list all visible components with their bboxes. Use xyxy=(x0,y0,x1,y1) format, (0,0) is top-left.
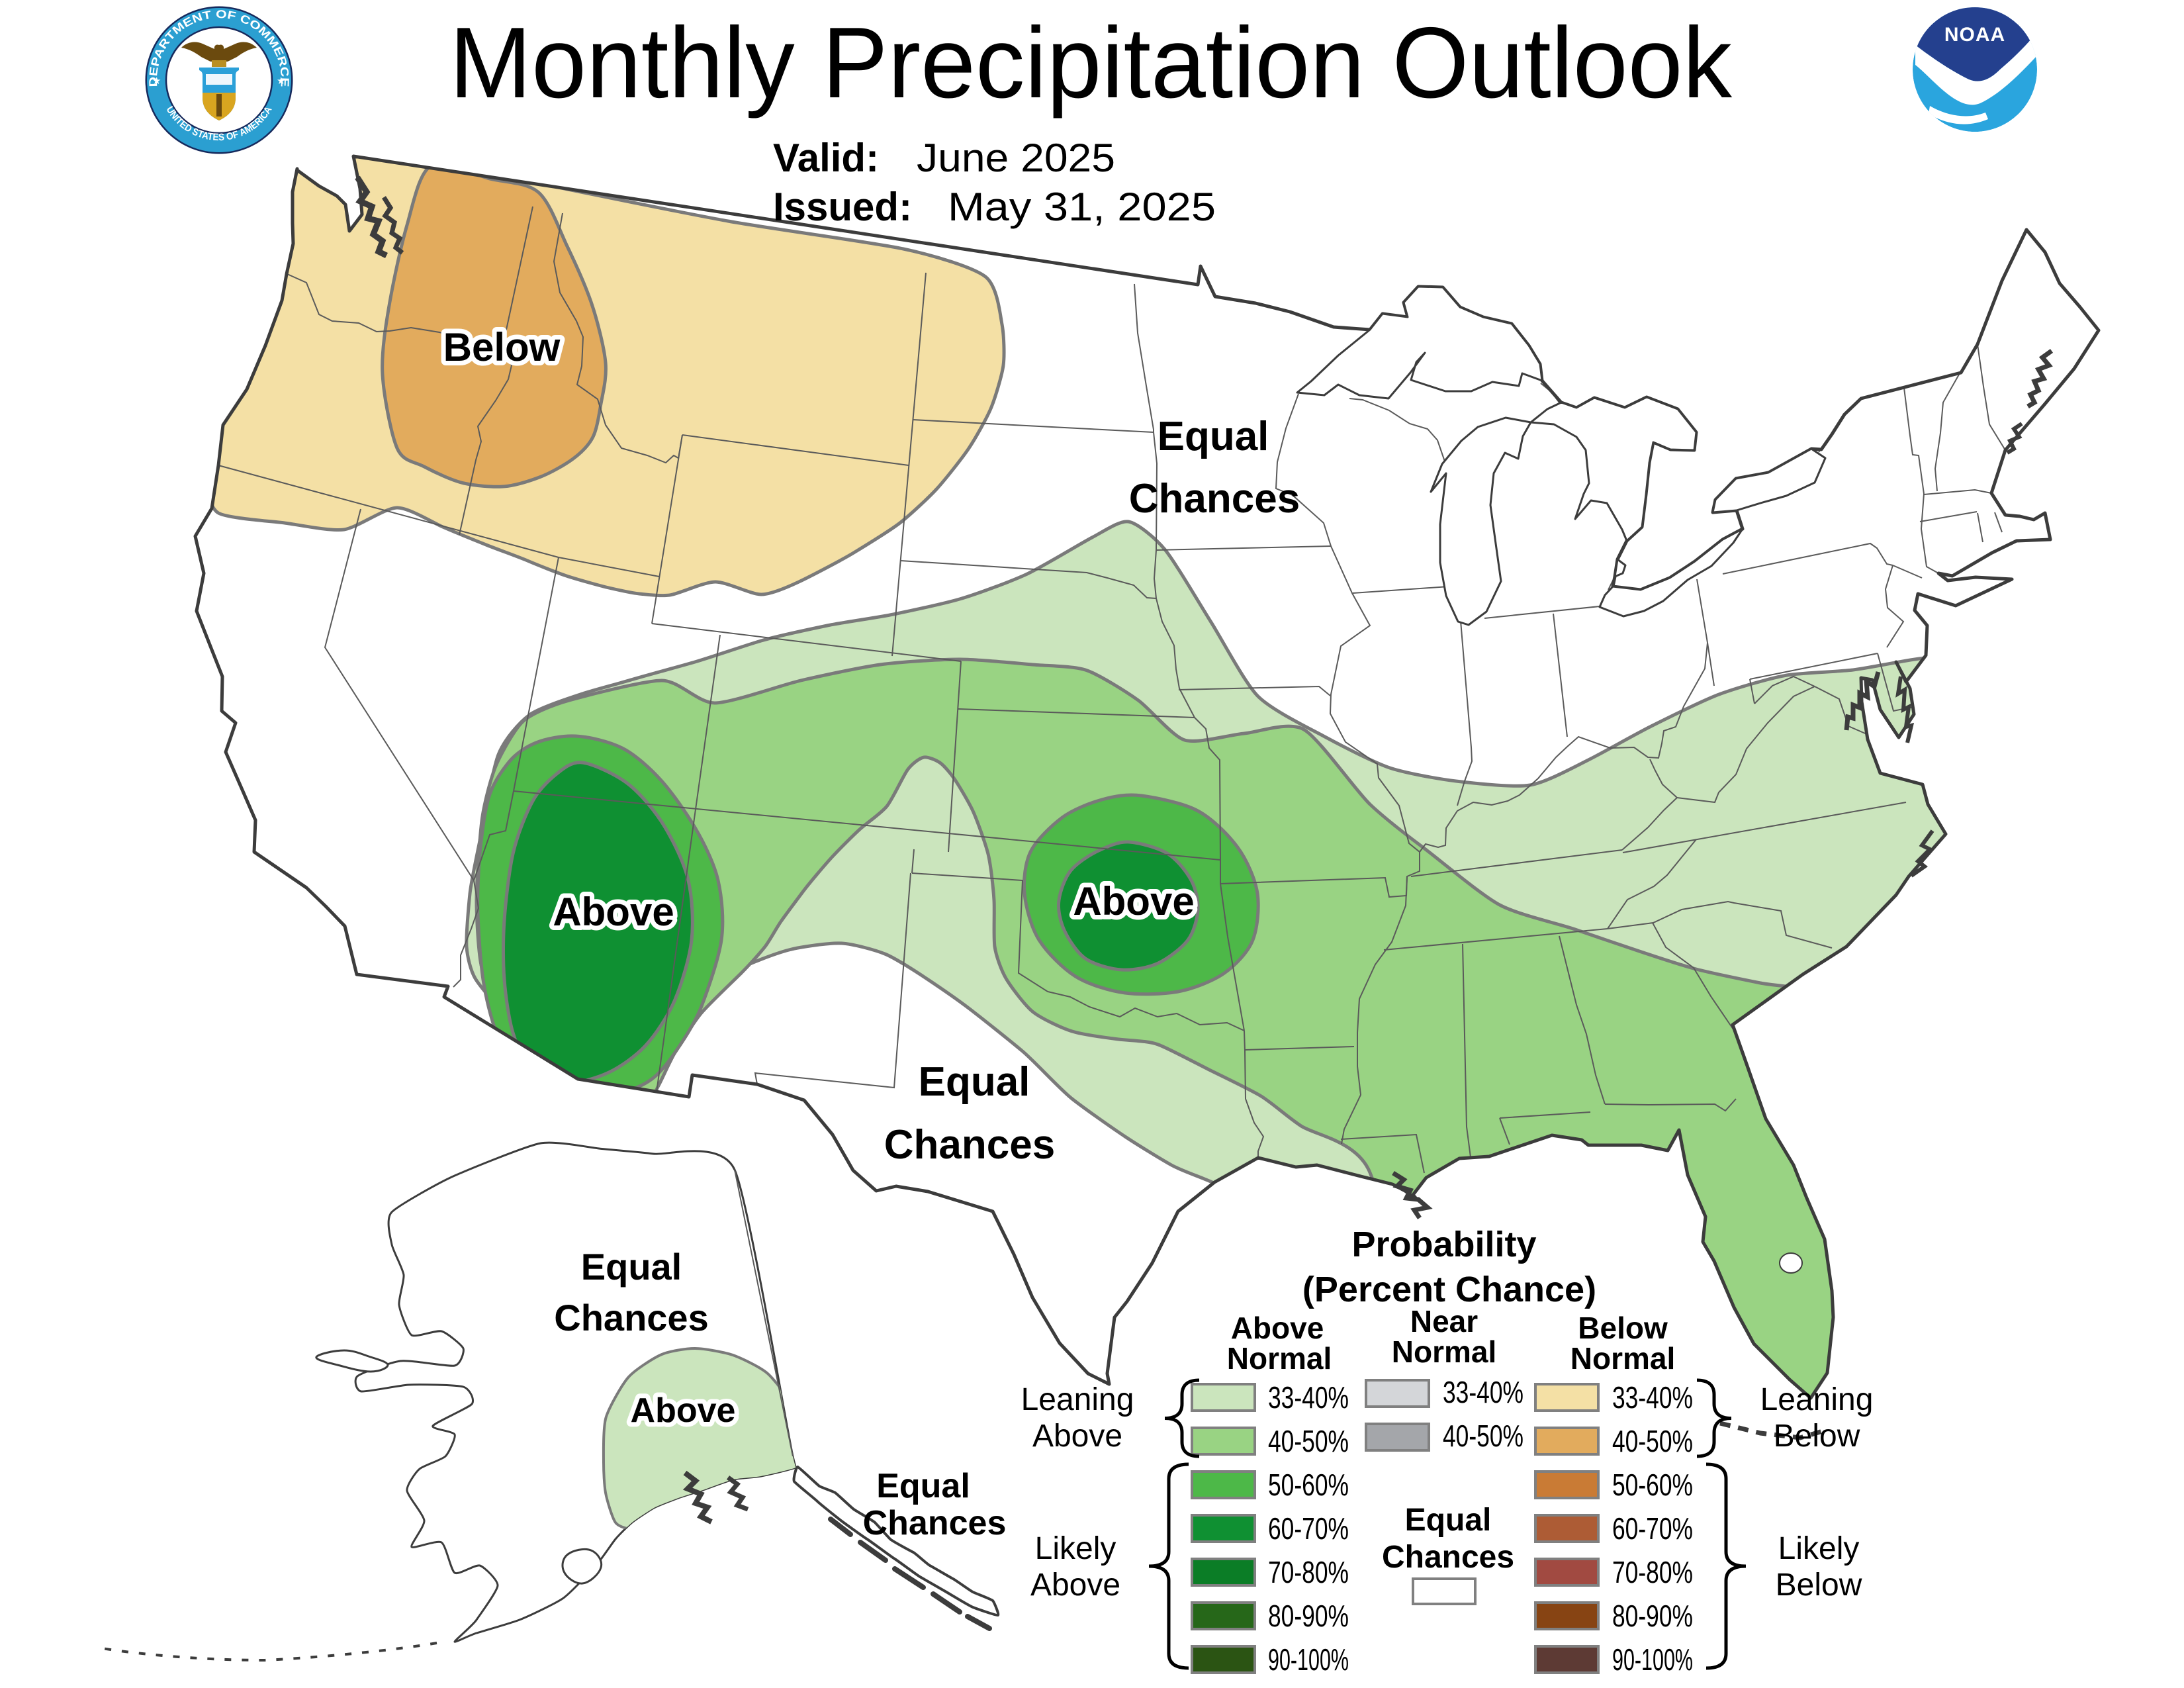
svg-text:Equal: Equal xyxy=(1405,1503,1492,1538)
svg-text:Monthly Precipitation Outlook: Monthly Precipitation Outlook xyxy=(449,7,1733,119)
svg-text:Chances: Chances xyxy=(1382,1540,1514,1575)
svg-text:Leaning: Leaning xyxy=(1760,1382,1874,1417)
svg-text:33-40%: 33-40% xyxy=(1268,1380,1349,1415)
svg-text:May 31, 2025: May 31, 2025 xyxy=(948,185,1216,229)
svg-text:Leaning: Leaning xyxy=(1021,1382,1134,1417)
svg-text:90-100%: 90-100% xyxy=(1268,1642,1349,1677)
svg-text:Chances: Chances xyxy=(554,1297,708,1338)
svg-text:80-90%: 80-90% xyxy=(1612,1599,1693,1633)
svg-text:Equal: Equal xyxy=(581,1246,682,1288)
svg-text:Above: Above xyxy=(631,1391,736,1430)
svg-text:50-60%: 50-60% xyxy=(1268,1468,1349,1502)
svg-text:80-90%: 80-90% xyxy=(1268,1599,1349,1633)
svg-text:Above: Above xyxy=(1073,879,1194,923)
svg-text:Valid:: Valid: xyxy=(773,136,879,180)
svg-text:Chances: Chances xyxy=(884,1122,1055,1168)
svg-text:Issued:: Issued: xyxy=(773,185,912,229)
svg-text:Normal: Normal xyxy=(1570,1341,1675,1376)
svg-text:Below: Below xyxy=(1776,1568,1862,1603)
svg-text:Normal: Normal xyxy=(1227,1341,1332,1376)
svg-text:60-70%: 60-70% xyxy=(1612,1511,1693,1546)
svg-text:Above: Above xyxy=(1231,1311,1324,1345)
svg-text:Equal: Equal xyxy=(876,1467,970,1505)
svg-text:60-70%: 60-70% xyxy=(1268,1511,1349,1546)
svg-text:Likely: Likely xyxy=(1035,1531,1116,1566)
svg-text:Equal: Equal xyxy=(919,1059,1030,1105)
svg-text:Likely: Likely xyxy=(1778,1531,1860,1566)
svg-text:Below: Below xyxy=(1578,1311,1668,1345)
svg-text:Near: Near xyxy=(1410,1304,1478,1338)
svg-text:Equal: Equal xyxy=(1158,414,1269,459)
svg-text:70-80%: 70-80% xyxy=(1268,1555,1349,1589)
svg-text:40-50%: 40-50% xyxy=(1443,1419,1524,1453)
svg-text:June 2025: June 2025 xyxy=(917,136,1115,180)
svg-text:★: ★ xyxy=(152,75,161,87)
svg-text:33-40%: 33-40% xyxy=(1443,1375,1524,1409)
svg-text:Below: Below xyxy=(1774,1419,1860,1454)
svg-text:90-100%: 90-100% xyxy=(1612,1642,1693,1677)
svg-text:(Percent Chance): (Percent Chance) xyxy=(1302,1270,1596,1309)
svg-text:★: ★ xyxy=(277,75,285,87)
svg-text:Chances: Chances xyxy=(863,1504,1007,1542)
svg-text:40-50%: 40-50% xyxy=(1612,1424,1693,1458)
svg-text:Chances: Chances xyxy=(1129,476,1300,522)
svg-text:Normal: Normal xyxy=(1392,1335,1496,1369)
svg-text:NOAA: NOAA xyxy=(1944,24,2005,46)
svg-text:Above: Above xyxy=(1030,1568,1120,1603)
svg-text:Above: Above xyxy=(1032,1419,1122,1454)
svg-text:33-40%: 33-40% xyxy=(1612,1380,1693,1415)
svg-text:Above: Above xyxy=(553,890,674,934)
svg-text:Below: Below xyxy=(443,325,561,369)
svg-text:70-80%: 70-80% xyxy=(1612,1555,1693,1589)
svg-text:50-60%: 50-60% xyxy=(1612,1468,1693,1502)
svg-text:40-50%: 40-50% xyxy=(1268,1424,1349,1458)
svg-text:Probability: Probability xyxy=(1351,1225,1536,1264)
